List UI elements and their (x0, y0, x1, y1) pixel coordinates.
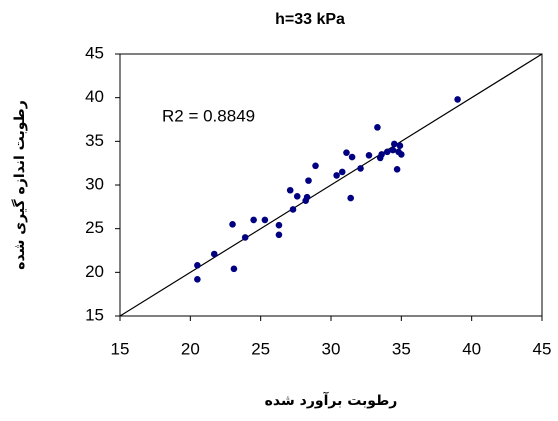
x-tick-label: 40 (462, 339, 481, 358)
point (348, 153, 356, 161)
point (343, 149, 350, 156)
point (454, 96, 461, 103)
point (275, 231, 283, 239)
y-tick-label: 20 (85, 262, 104, 281)
x-tick-label: 25 (251, 339, 270, 358)
point (378, 151, 385, 158)
point (286, 186, 294, 194)
point (389, 146, 397, 154)
point (293, 193, 301, 200)
y-tick-label: 35 (85, 131, 104, 150)
y-tick-label: 40 (85, 87, 104, 106)
identity-line (119, 53, 543, 317)
point (347, 194, 354, 202)
y-axis-label: رطوبت اندازه گیری شده (11, 100, 28, 270)
point (374, 124, 381, 131)
y-tick-label: 45 (85, 43, 104, 62)
point (303, 193, 311, 201)
y-tick-label: 25 (85, 218, 104, 237)
point (275, 221, 283, 229)
x-tick-label: 20 (181, 339, 200, 358)
point (241, 234, 249, 241)
point (194, 276, 201, 283)
annotation: R2 = 0.8849 (162, 106, 255, 125)
x-tick-label: 15 (111, 339, 130, 358)
x-tick-label: 45 (533, 339, 552, 358)
x-axis-label: رطوبت برآورد شده (265, 391, 398, 409)
y-tick-label: 15 (85, 305, 104, 324)
point (396, 142, 404, 149)
point (312, 162, 319, 170)
point (230, 265, 238, 273)
point (229, 221, 236, 228)
x-tick-label: 35 (392, 339, 411, 358)
point (338, 168, 346, 176)
point (398, 151, 405, 158)
point (333, 172, 340, 179)
point (383, 148, 391, 156)
point (261, 216, 269, 224)
point (305, 177, 312, 184)
point (210, 250, 218, 258)
point (365, 152, 373, 159)
point (250, 216, 257, 224)
point (289, 206, 297, 213)
point (393, 165, 401, 173)
y-tick-label: 30 (85, 174, 104, 193)
point (194, 262, 201, 269)
point (391, 140, 398, 148)
x-tick-label: 30 (322, 339, 341, 358)
chart-title: h=33 kPa (275, 11, 345, 28)
point (357, 165, 364, 172)
